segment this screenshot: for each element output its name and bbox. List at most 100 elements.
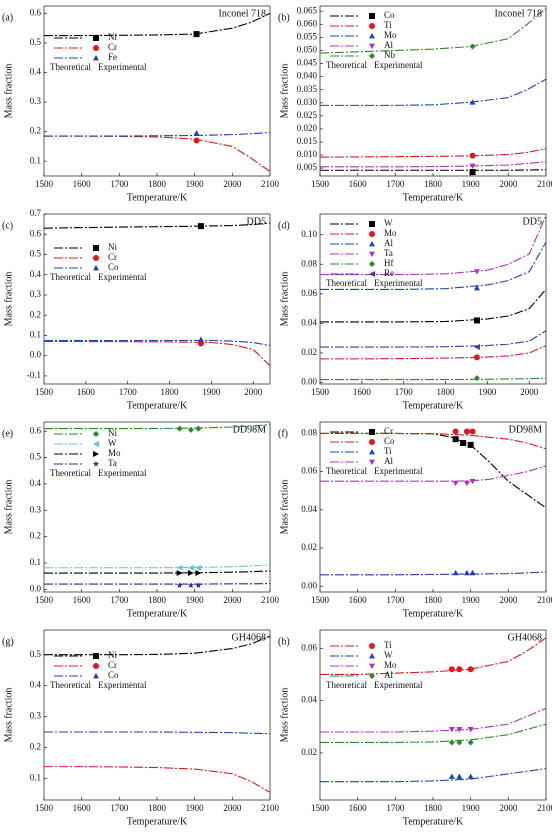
legend-label: Al	[384, 456, 393, 466]
experimental-point	[473, 317, 480, 324]
x-tick-label: 1600	[349, 595, 368, 605]
x-tick-label: 1900	[462, 179, 481, 189]
experimental-point	[467, 666, 474, 673]
legend-label: Ta	[384, 248, 393, 258]
legend-header: Experimental	[98, 62, 147, 72]
legend-header: Theoretical	[50, 62, 91, 72]
y-tick-label: 0.08	[301, 258, 317, 268]
legend-marker	[369, 23, 375, 29]
theoretical-line	[44, 339, 271, 347]
theoretical-line	[320, 571, 547, 576]
y-tick-label: 0.025	[297, 110, 318, 120]
x-tick-label: 1700	[110, 595, 129, 605]
y-tick-label: 0.030	[297, 97, 318, 107]
x-tick-label: 2000	[499, 803, 518, 813]
x-tick-label: 1600	[73, 803, 92, 813]
legend-marker	[369, 231, 375, 237]
legend-label: Cr	[384, 426, 393, 436]
y-axis-label: Mass fraction	[3, 688, 14, 743]
x-tick-label: 1900	[478, 387, 497, 397]
legend-header: Theoretical	[326, 60, 367, 70]
legend-label: Ti	[384, 640, 392, 650]
experimental-point	[195, 425, 202, 432]
y-tick-label: 0.04	[301, 317, 317, 327]
x-tick-label: 2100	[261, 179, 280, 189]
theoretical-line	[44, 340, 271, 367]
experimental-point	[193, 137, 200, 144]
legend-marker	[93, 663, 99, 669]
legend-marker	[369, 261, 375, 267]
panel-title: Inconel 718	[219, 8, 267, 19]
experimental-point	[187, 426, 194, 433]
y-tick-label: 0.5	[30, 37, 42, 47]
legend-header: Theoretical	[50, 468, 91, 478]
experimental-point	[197, 223, 204, 230]
experimental-point	[187, 582, 195, 589]
theoretical-line	[319, 148, 547, 158]
theoretical-line	[320, 330, 547, 348]
panel-title: DD5	[523, 216, 542, 227]
x-tick-label: 1800	[424, 595, 443, 605]
x-tick-label: 1500	[35, 387, 54, 397]
legend-label: Mo	[108, 448, 121, 458]
y-axis-label: Mass fraction	[3, 64, 14, 119]
legend-label: Ti	[384, 446, 392, 456]
panel-title: GH4068	[232, 632, 266, 643]
x-tick-label: 1900	[186, 179, 205, 189]
legend-marker	[93, 35, 99, 41]
legend-marker	[93, 265, 99, 271]
panel-label: (g)	[2, 636, 14, 647]
legend-marker	[93, 431, 99, 437]
x-axis-label: Temperature/K	[403, 192, 464, 203]
x-axis-label: Temperature/K	[127, 816, 188, 827]
legend-header: Experimental	[98, 680, 147, 690]
legend-marker	[369, 251, 375, 257]
experimental-point	[452, 436, 459, 443]
x-tick-label: 1700	[386, 179, 405, 189]
y-tick-label: 0.08	[301, 428, 317, 438]
x-tick-label: 1900	[202, 387, 221, 397]
experimental-point	[448, 739, 455, 746]
y-tick-label: 0.1	[30, 557, 41, 567]
y-tick-label: 0.6	[30, 228, 42, 238]
y-tick-label: -0.1	[27, 370, 41, 380]
y-tick-label: 0.06	[301, 466, 317, 476]
x-tick-label: 2100	[261, 595, 280, 605]
x-tick-label: 1500	[311, 595, 330, 605]
y-tick-label: 0.04	[301, 504, 317, 514]
theoretical-line	[44, 12, 271, 37]
experimental-point	[463, 428, 470, 435]
theoretical-line	[44, 766, 271, 793]
y-axis-label: Mass fraction	[279, 64, 290, 119]
plot-frame	[43, 213, 271, 385]
y-tick-label: 0.1	[30, 772, 41, 782]
x-axis-label: Temperature/K	[127, 192, 188, 203]
legend-header: Experimental	[98, 272, 147, 282]
experimental-point	[463, 480, 470, 487]
legend-label: Cr	[108, 42, 117, 52]
x-tick-label: 1600	[349, 179, 368, 189]
experimental-point	[187, 570, 194, 577]
legend-marker	[93, 673, 99, 679]
legend-header: Experimental	[374, 60, 423, 70]
legend-header: Experimental	[374, 278, 423, 288]
legend-marker	[369, 221, 375, 227]
x-axis-label: Temperature/K	[403, 816, 464, 827]
experimental-point	[195, 582, 202, 589]
legend-marker	[369, 53, 375, 59]
experimental-point	[467, 739, 474, 746]
x-tick-label: 2000	[223, 179, 242, 189]
legend-label: Co	[108, 262, 119, 272]
y-tick-label: 0.045	[297, 58, 318, 68]
x-tick-label: 1900	[186, 803, 205, 813]
y-tick-label: 0.2	[30, 742, 41, 752]
legend-label: Mo	[384, 660, 397, 670]
y-tick-label: 0.5	[30, 452, 42, 462]
theoretical-line	[320, 169, 547, 171]
legend-marker	[369, 33, 375, 39]
panel-title: DD5	[247, 216, 266, 227]
experimental-point	[187, 564, 194, 571]
legend-header: Theoretical	[50, 680, 91, 690]
x-tick-label: 1800	[148, 179, 167, 189]
experimental-point	[473, 375, 480, 382]
